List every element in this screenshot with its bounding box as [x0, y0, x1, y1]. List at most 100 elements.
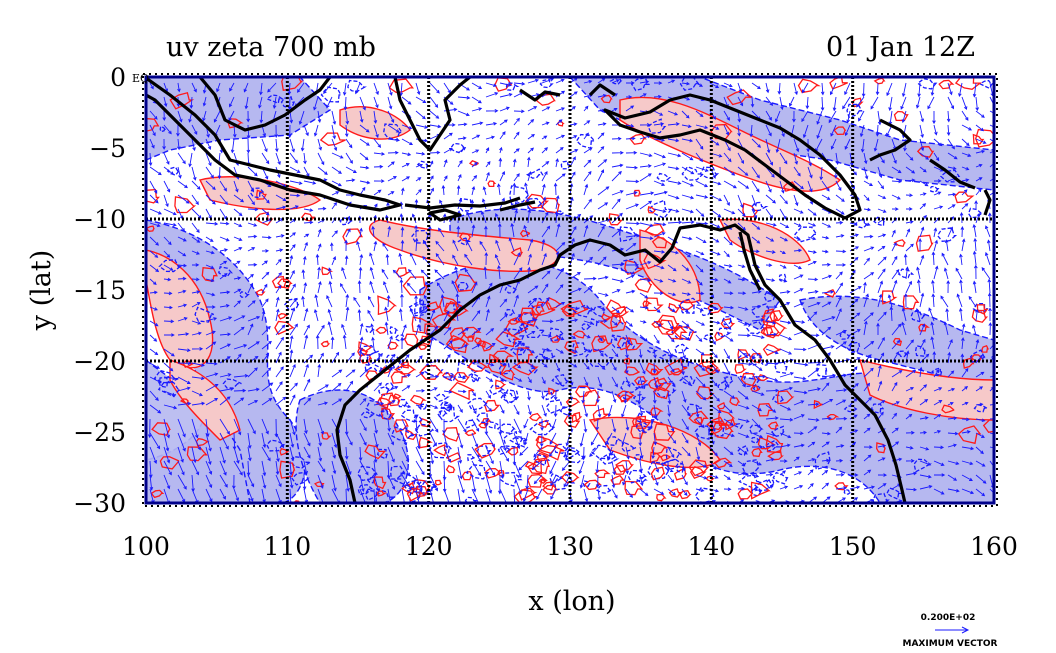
wind-vector: [374, 517, 381, 533]
wind-vector: [737, 306, 749, 311]
positive-contour: [647, 205, 657, 214]
negative-contour: [679, 77, 701, 91]
wind-vector: [709, 138, 720, 146]
x-tick-label: 100: [122, 532, 170, 561]
positive-contour: [529, 412, 543, 422]
wind-vector: [289, 474, 294, 489]
wind-vector: [891, 401, 900, 406]
positive-contour: [962, 357, 975, 369]
positive-contour: [445, 334, 470, 354]
wind-vector: [329, 242, 334, 252]
negative-contour: [619, 226, 640, 242]
wind-vector: [457, 474, 465, 494]
positive-contour: [679, 489, 692, 500]
wind-vector: [244, 96, 249, 110]
wind-vector: [443, 353, 451, 364]
wind-vector: [801, 82, 809, 94]
x-tick-label: 160: [970, 532, 1018, 561]
wind-vector: [164, 517, 168, 528]
wind-vector: [510, 222, 515, 238]
wind-vector: [779, 96, 784, 111]
wind-vector: [289, 244, 296, 252]
wind-vector: [424, 281, 431, 294]
wind-vector: [667, 152, 682, 158]
wind-vector: [653, 488, 665, 495]
wind-vector: [443, 310, 450, 322]
wind-vector: [905, 386, 915, 392]
wind-vector: [415, 432, 421, 450]
wind-vector: [793, 320, 806, 324]
wind-vector: [765, 278, 776, 282]
wind-vector: [555, 362, 561, 372]
wind-vector: [947, 431, 959, 436]
wind-vector: [737, 291, 747, 296]
wind-vector: [793, 443, 805, 448]
wind-vector: [961, 124, 973, 131]
negative-contour: [265, 94, 285, 105]
wind-vector: [555, 284, 564, 294]
wind-vector: [317, 446, 323, 462]
wind-vector: [975, 446, 984, 455]
wind-vector: [723, 474, 731, 480]
wind-vector: [289, 283, 296, 294]
wind-vector: [653, 208, 667, 213]
wind-vector: [415, 124, 429, 129]
wind-vector: [625, 203, 639, 210]
wind-vector: [289, 363, 296, 378]
wind-vector: [846, 110, 851, 124]
wind-vector: [317, 401, 329, 406]
wind-vector: [192, 502, 193, 503]
wind-vector: [289, 460, 293, 476]
wind-vector: [1004, 343, 1010, 349]
wind-vector: [553, 404, 558, 418]
wind-vector: [275, 308, 280, 322]
wind-vector: [569, 318, 579, 323]
wind-vector: [219, 303, 230, 308]
wind-vector: [765, 472, 774, 477]
negative-contour: [498, 362, 513, 376]
wind-vector: [513, 376, 523, 382]
negative-contour: [157, 381, 181, 398]
wind-vector: [597, 202, 609, 210]
wind-vector: [589, 446, 599, 457]
wind-vector: [386, 460, 391, 480]
x-tick-label: 130: [546, 532, 594, 561]
wind-vector: [765, 348, 779, 355]
wind-vector: [275, 474, 282, 488]
wind-vector: [835, 249, 847, 254]
wind-vector: [989, 150, 994, 154]
wind-vector: [961, 488, 975, 495]
positive-contour: [443, 300, 469, 319]
wind-vector: [345, 369, 356, 378]
wind-vector: [695, 488, 705, 493]
wind-vector: [163, 376, 177, 381]
positive-contour: [274, 320, 295, 335]
wind-vector: [177, 332, 190, 336]
wind-vector: [555, 334, 565, 340]
wind-vector: [261, 397, 273, 406]
wind-vector: [454, 266, 459, 280]
wind-vector: [275, 432, 285, 449]
wind-vector: [401, 152, 412, 157]
wind-vector: [457, 95, 471, 100]
wind-vector: [401, 502, 402, 503]
wind-vector: [877, 364, 882, 378]
positive-contour: [591, 335, 613, 353]
wind-vector: [485, 295, 491, 308]
wind-vector: [247, 387, 260, 392]
wind-vector: [457, 432, 464, 449]
wind-vector: [233, 388, 247, 393]
coastline-borneo: [198, 77, 332, 132]
wind-vector: [933, 239, 938, 252]
negative-contour: [854, 218, 869, 229]
negative-contour: [929, 185, 940, 193]
negative-contour: [393, 472, 419, 489]
wind-vector: [303, 354, 314, 364]
wind-vector: [807, 260, 817, 266]
wind-vector: [611, 163, 624, 168]
positive-contour: [902, 295, 920, 310]
wind-vector: [987, 292, 992, 308]
wind-vector: [947, 416, 958, 421]
x-tick-labels: 100 110 120 130 140 150 160: [122, 532, 1018, 561]
wind-vector: [807, 277, 819, 282]
